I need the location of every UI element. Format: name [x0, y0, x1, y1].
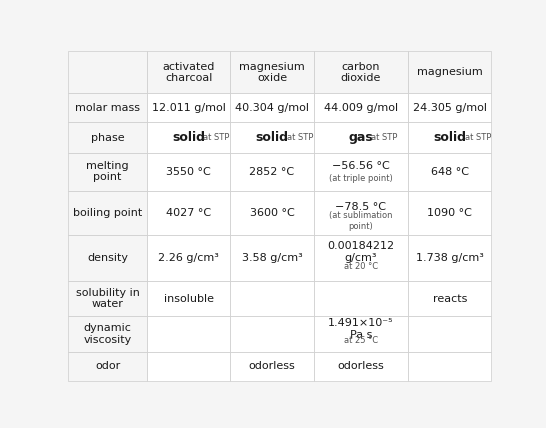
Text: 3550 °C: 3550 °C	[167, 166, 211, 177]
Bar	[230, 93, 313, 122]
Text: 2.26 g/cm³: 2.26 g/cm³	[158, 253, 219, 263]
Text: solid: solid	[256, 131, 288, 144]
Text: at STP: at STP	[204, 133, 230, 142]
Bar	[68, 153, 147, 191]
Bar	[68, 316, 147, 352]
Text: at STP: at STP	[371, 133, 397, 142]
Text: 0.00184212
g/cm³: 0.00184212 g/cm³	[327, 241, 394, 263]
Text: molar mass: molar mass	[75, 103, 140, 113]
Text: 40.304 g/mol: 40.304 g/mol	[235, 103, 309, 113]
Text: (at sublimation
point): (at sublimation point)	[329, 211, 393, 231]
Bar	[313, 153, 408, 191]
Bar	[230, 316, 313, 352]
Text: magnesium: magnesium	[417, 67, 483, 77]
Bar	[147, 281, 230, 316]
Bar	[408, 191, 491, 235]
Text: carbon
dioxide: carbon dioxide	[341, 62, 381, 83]
Bar	[230, 235, 313, 281]
Text: solubility in
water: solubility in water	[76, 288, 140, 309]
Bar	[68, 51, 147, 93]
Bar	[68, 352, 147, 381]
Bar	[68, 191, 147, 235]
Text: at 25 °C: at 25 °C	[344, 336, 378, 345]
Bar	[68, 122, 147, 153]
Text: activated
charcoal: activated charcoal	[163, 62, 215, 83]
Text: boiling point: boiling point	[73, 208, 143, 218]
Bar	[408, 316, 491, 352]
Text: melting
point: melting point	[86, 161, 129, 182]
Bar	[313, 122, 408, 153]
Text: insoluble: insoluble	[164, 294, 213, 303]
Bar	[408, 235, 491, 281]
Text: −56.56 °C: −56.56 °C	[332, 161, 390, 171]
Text: 3600 °C: 3600 °C	[250, 208, 294, 218]
Bar	[147, 352, 230, 381]
Text: at 20 °C: at 20 °C	[344, 262, 378, 271]
Text: dynamic
viscosity: dynamic viscosity	[84, 323, 132, 345]
Text: solid: solid	[172, 131, 205, 144]
Text: 2852 °C: 2852 °C	[250, 166, 294, 177]
Text: 1.491×10⁻⁵
Pa s: 1.491×10⁻⁵ Pa s	[328, 318, 394, 340]
Bar	[408, 51, 491, 93]
Text: 648 °C: 648 °C	[431, 166, 469, 177]
Text: at STP: at STP	[465, 133, 491, 142]
Bar	[68, 235, 147, 281]
Text: phase: phase	[91, 133, 124, 143]
Text: gas: gas	[348, 131, 373, 144]
Text: odor: odor	[95, 361, 120, 372]
Text: at STP: at STP	[287, 133, 313, 142]
Bar	[147, 93, 230, 122]
Bar	[408, 352, 491, 381]
Text: (at triple point): (at triple point)	[329, 174, 393, 183]
Bar	[147, 153, 230, 191]
Bar	[68, 281, 147, 316]
Bar	[230, 153, 313, 191]
Text: 1090 °C: 1090 °C	[428, 208, 472, 218]
Bar	[313, 93, 408, 122]
Bar	[313, 51, 408, 93]
Text: −78.5 °C: −78.5 °C	[335, 202, 387, 212]
Bar	[147, 235, 230, 281]
Text: solid: solid	[434, 131, 466, 144]
Bar	[313, 352, 408, 381]
Bar	[147, 51, 230, 93]
Text: odorless: odorless	[248, 361, 295, 372]
Bar	[68, 93, 147, 122]
Bar	[230, 281, 313, 316]
Text: magnesium
oxide: magnesium oxide	[239, 62, 305, 83]
Bar	[313, 316, 408, 352]
Bar	[313, 281, 408, 316]
Text: odorless: odorless	[337, 361, 384, 372]
Bar	[230, 352, 313, 381]
Bar	[230, 122, 313, 153]
Text: density: density	[87, 253, 128, 263]
Bar	[147, 316, 230, 352]
Text: 12.011 g/mol: 12.011 g/mol	[152, 103, 225, 113]
Text: 3.58 g/cm³: 3.58 g/cm³	[241, 253, 302, 263]
Bar	[147, 191, 230, 235]
Text: 1.738 g/cm³: 1.738 g/cm³	[416, 253, 484, 263]
Text: reacts: reacts	[432, 294, 467, 303]
Bar	[408, 93, 491, 122]
Bar	[230, 191, 313, 235]
Bar	[408, 153, 491, 191]
Bar	[147, 122, 230, 153]
Text: 44.009 g/mol: 44.009 g/mol	[324, 103, 398, 113]
Bar	[313, 235, 408, 281]
Bar	[230, 51, 313, 93]
Bar	[408, 281, 491, 316]
Text: 24.305 g/mol: 24.305 g/mol	[413, 103, 487, 113]
Bar	[313, 191, 408, 235]
Bar	[408, 122, 491, 153]
Text: 4027 °C: 4027 °C	[166, 208, 211, 218]
